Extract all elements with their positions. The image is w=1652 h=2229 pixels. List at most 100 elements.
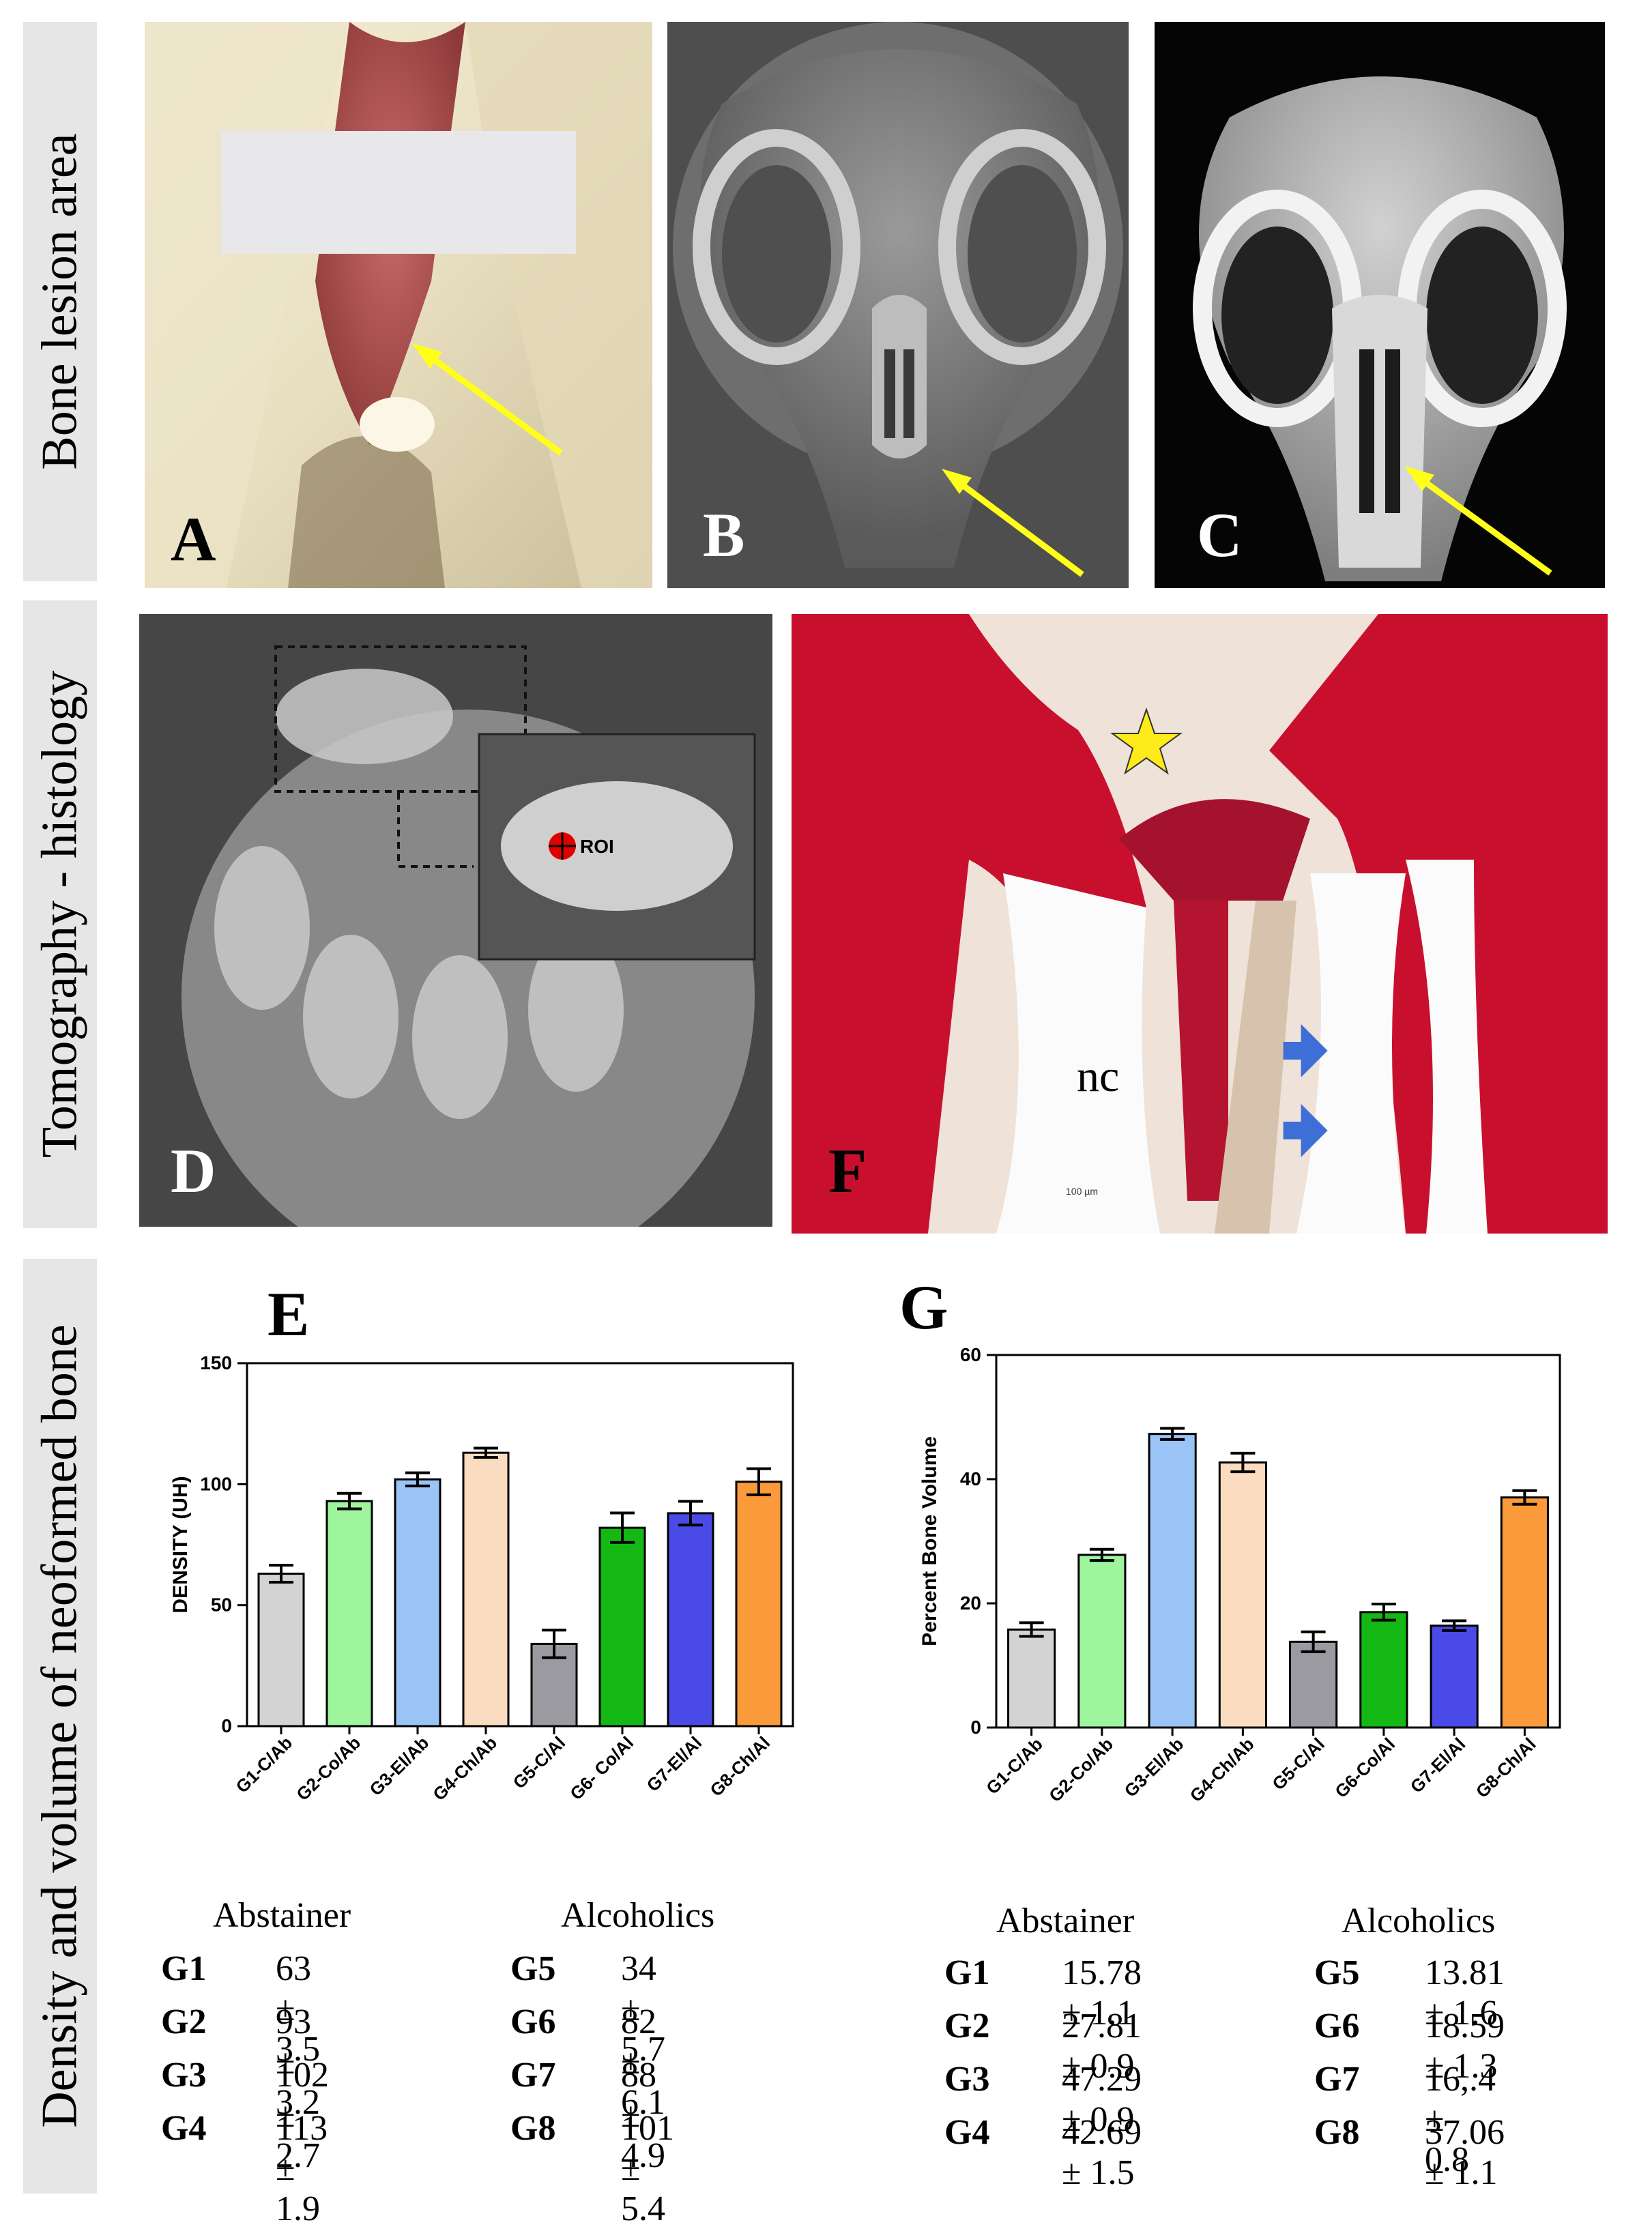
redaction-box [221,131,576,254]
panel-a-photo: A [145,22,652,588]
star-icon [1110,707,1183,775]
stats-v-right: 88 ± 4.9 [621,2056,665,2175]
side-label-density: Density and volume of neoformed bone [23,1259,97,2194]
stats-v-right: 101 ± 5.4 [621,2109,674,2228]
panel-a-illustration [145,22,652,588]
panel-f-histology: nc 100 µm F [792,614,1608,1234]
scale-label: 100 µm [1066,1186,1098,1197]
bar-g8 [735,1481,783,1728]
x-tick-label: G6-Co/Al [1331,1734,1399,1802]
stats-v-right: 34 ± 5.7 [621,1949,665,2069]
bar-g6 [1359,1611,1408,1729]
stats-g-left: G2 [161,2002,207,2041]
stats-v-right: 16,.4 ± 0.8 [1425,2060,1496,2179]
stats-g-right: G5 [510,1949,556,1988]
bar-g7 [667,1512,714,1728]
bar-g4 [1218,1461,1267,1729]
stats-v-left: 102 ± 2.7 [276,2056,329,2175]
x-tick-label: G1-C/Ab [982,1734,1047,1798]
x-tick-label: G3-El/Ab [1120,1734,1188,1801]
panel-b-radiograph: B [667,22,1129,588]
stats-g-alcoholics-title: Alcoholics [1342,1902,1496,1940]
y-tick-label: 60 [960,1344,981,1365]
x-tick-label: G4-Ch/Ab [429,1732,501,1805]
stats-g-left: G1 [944,1953,990,1992]
bar-g3 [394,1478,441,1728]
x-tick-label: G2-Co/Ab [292,1732,364,1805]
x-tick-label: G7-El/Al [643,1732,706,1796]
y-tick-label: 0 [221,1715,232,1736]
stats-g-right: G7 [1314,2060,1360,2099]
x-tick-label: G4-Ch/Ab [1186,1734,1258,1806]
stats-v-right: 18.59 ± 1.3 [1425,2007,1505,2086]
panel-d-illustration [182,645,756,1227]
panel-f-illustration [792,614,1608,1234]
x-tick-label: G1-C/Ab [231,1732,296,1797]
stats-e-abstainer-title: Abstainer [213,1896,351,1935]
stats-g-right: G8 [1314,2113,1360,2152]
panel-c-xray: C [1155,22,1605,588]
stats-g-left: G2 [944,2007,990,2045]
panel-b-illustration [673,22,1123,577]
bar-g2 [1077,1554,1127,1729]
panel-d-tomography: ROI D [139,614,772,1227]
x-tick-label: G5-C/Al [1268,1734,1329,1794]
chart-g-letter: G [899,1272,948,1342]
panel-label-c: C [1197,500,1243,570]
side-label-text: Tomography - histology [31,670,88,1159]
bar-g2 [325,1500,373,1728]
stats-g-right: G5 [1314,1953,1360,1992]
side-label-text: Bone lesion area [31,133,88,470]
y-axis-label: Percent Bone Volume [918,1436,941,1646]
nc-label: nc [1077,1051,1120,1101]
roi-label: ROI [580,836,614,857]
stats-v-left: 42.69 ± 1.5 [1062,2113,1142,2192]
y-tick-label: 150 [200,1352,232,1373]
panel-label-f: F [828,1136,867,1206]
chart-g: 0 20 40 60 Percent Bone Volume G1-C/AbG2-Co/A… [918,1344,1561,1806]
bar-g7 [1430,1625,1479,1729]
arrow-yellow-icon [951,475,1084,577]
panel-label-d: D [171,1136,216,1206]
bar-g5 [1289,1640,1338,1729]
stats-g-right: G6 [1314,2007,1360,2045]
x-tick-label: G8-Ch/Al [1472,1734,1540,1802]
stats-v-left: 27.81 ± 0.9 [1062,2007,1142,2086]
stats-v-left: 63 ± 3.5 [276,1949,320,2069]
x-tick-label: G3-El/Ab [365,1732,433,1800]
x-tick-label: G8-Ch/Al [706,1732,774,1801]
panel-label-a: A [171,504,216,574]
stats-g-abstainer-title: Abstainer [996,1902,1135,1940]
arrow-blue-icon [1283,1024,1328,1077]
plot-frame [995,1354,1561,1729]
y-tick-label: 50 [211,1594,232,1616]
stats-v-left: 93 ± 3.2 [276,2002,320,2122]
y-tick-label: 100 [200,1473,232,1494]
x-tick-label: G7-El/Al [1406,1734,1470,1797]
stats-g-right: G8 [510,2109,556,2148]
stats-v-right: 37.06 ± 1.1 [1425,2113,1505,2192]
bar-g1 [1007,1628,1056,1729]
plot-frame [246,1362,794,1728]
y-tick-label: 0 [970,1717,981,1738]
panel-label-b: B [703,500,745,570]
y-tick-label: 40 [960,1468,981,1489]
bar-g8 [1500,1496,1549,1729]
x-tick-label: G2-Co/Ab [1045,1734,1117,1806]
bar-g6 [598,1526,646,1728]
stats-g-left: G4 [161,2109,207,2148]
stats-v-left: 15.78 ± 1.1 [1062,1953,1142,2033]
stats-g-right: G6 [510,2002,556,2041]
stats-v-left: 113 ± 1.9 [276,2109,328,2228]
arrow-yellow-icon [1413,472,1552,576]
stats-g-left: G4 [944,2113,990,2152]
stats-g-left: G3 [161,2056,207,2095]
stats-v-right: 82 ± 6.1 [621,2002,665,2122]
side-label-bone-lesion: Bone lesion area [23,22,97,581]
arrow-blue-icon [1283,1104,1328,1157]
arrow-yellow-icon [421,349,563,456]
bar-g4 [462,1451,510,1728]
panel-c-illustration [1193,76,1567,581]
x-tick-label: G5-C/Al [509,1732,570,1793]
